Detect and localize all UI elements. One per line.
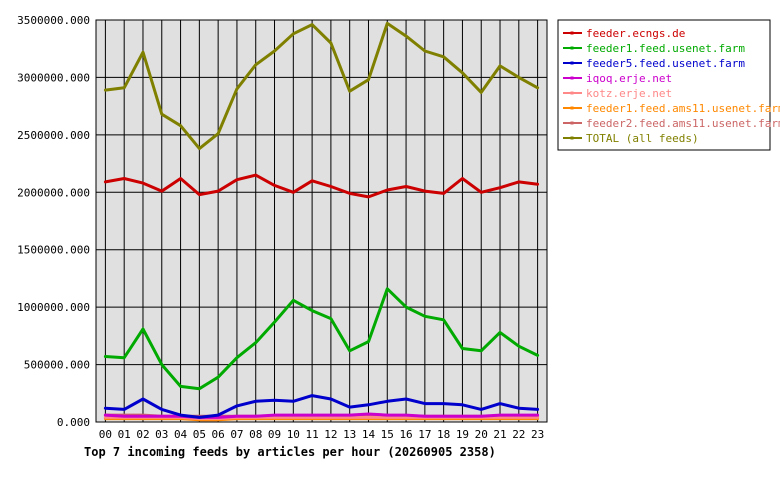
chart-title: Top 7 incoming feeds by articles per hou… <box>84 445 496 459</box>
legend-label: feeder2.feed.ams11.usenet.farm <box>586 117 780 130</box>
legend: feeder.ecngs.de feeder1.feed.usenet.farm f… <box>557 19 780 151</box>
y-tick-label: 1500000.000 <box>17 244 90 257</box>
x-tick-label: 10 <box>287 428 300 441</box>
legend-marker <box>570 136 574 140</box>
y-tick-label: 500000.000 <box>24 359 90 372</box>
y-tick-label: 2500000.000 <box>17 129 90 142</box>
legend-label: feeder5.feed.usenet.farm <box>586 57 745 70</box>
x-tick-label: 00 <box>99 428 112 441</box>
x-tick-label: 08 <box>249 428 262 441</box>
legend-label: feeder.ecngs.de <box>586 27 685 40</box>
x-tick-label: 22 <box>512 428 525 441</box>
series-line <box>103 394 540 419</box>
x-tick-label: 13 <box>343 428 356 441</box>
x-tick-label: 03 <box>155 428 168 441</box>
x-tick-label: 05 <box>193 428 206 441</box>
x-tick-label: 06 <box>212 428 225 441</box>
x-tick-label: 04 <box>174 428 188 441</box>
y-tick-label: 3500000.000 <box>17 14 90 27</box>
legend-label: feeder1.feed.ams11.usenet.farm <box>586 102 780 115</box>
x-tick-label: 01 <box>118 428 131 441</box>
legend-label: TOTAL (all feeds) <box>586 132 699 145</box>
x-tick-label: 19 <box>456 428 469 441</box>
x-tick-label: 23 <box>531 428 544 441</box>
x-tick-label: 20 <box>475 428 488 441</box>
x-tick-label: 02 <box>136 428 149 441</box>
series-line <box>103 412 540 419</box>
plot-background <box>96 20 547 422</box>
legend-marker <box>570 61 574 65</box>
x-tick-label: 21 <box>493 428 506 441</box>
y-axis-tick-labels: 0.000 500000.000 1000000.000 1500000.000 200… <box>17 14 90 429</box>
legend-marker <box>570 91 574 95</box>
x-tick-label: 18 <box>437 428 450 441</box>
legend-marker <box>570 46 574 50</box>
series-line <box>103 21 540 151</box>
x-tick-label: 15 <box>381 428 394 441</box>
legend-label: feeder1.feed.usenet.farm <box>586 42 745 55</box>
x-tick-label: 16 <box>399 428 412 441</box>
x-tick-label: 12 <box>324 428 337 441</box>
x-tick-label: 07 <box>230 428 243 441</box>
series-lines <box>103 21 540 422</box>
x-tick-label: 14 <box>362 428 376 441</box>
x-tick-label: 11 <box>305 428 318 441</box>
legend-marker <box>570 76 574 80</box>
legend-marker <box>570 106 574 110</box>
series-line <box>103 173 540 199</box>
series-line <box>103 287 540 391</box>
legend-label: iqoq.erje.net <box>586 72 672 85</box>
y-tick-label: 3000000.000 <box>17 71 90 84</box>
x-axis-tick-labels: 00 01 02 03 04 05 06 07 08 09 10 11 12 13 14 15 16 17 18 19… <box>99 428 544 441</box>
legend-marker <box>570 121 574 125</box>
legend-box <box>557 19 771 151</box>
y-tick-label: 0.000 <box>57 416 90 429</box>
legend-label: kotz.erje.net <box>586 87 672 100</box>
legend-marker <box>570 31 574 35</box>
y-tick-label: 1000000.000 <box>17 301 90 314</box>
plot-frame <box>95 19 548 423</box>
y-tick-label: 2000000.000 <box>17 186 90 199</box>
x-tick-label: 09 <box>268 428 281 441</box>
x-tick-label: 17 <box>418 428 431 441</box>
